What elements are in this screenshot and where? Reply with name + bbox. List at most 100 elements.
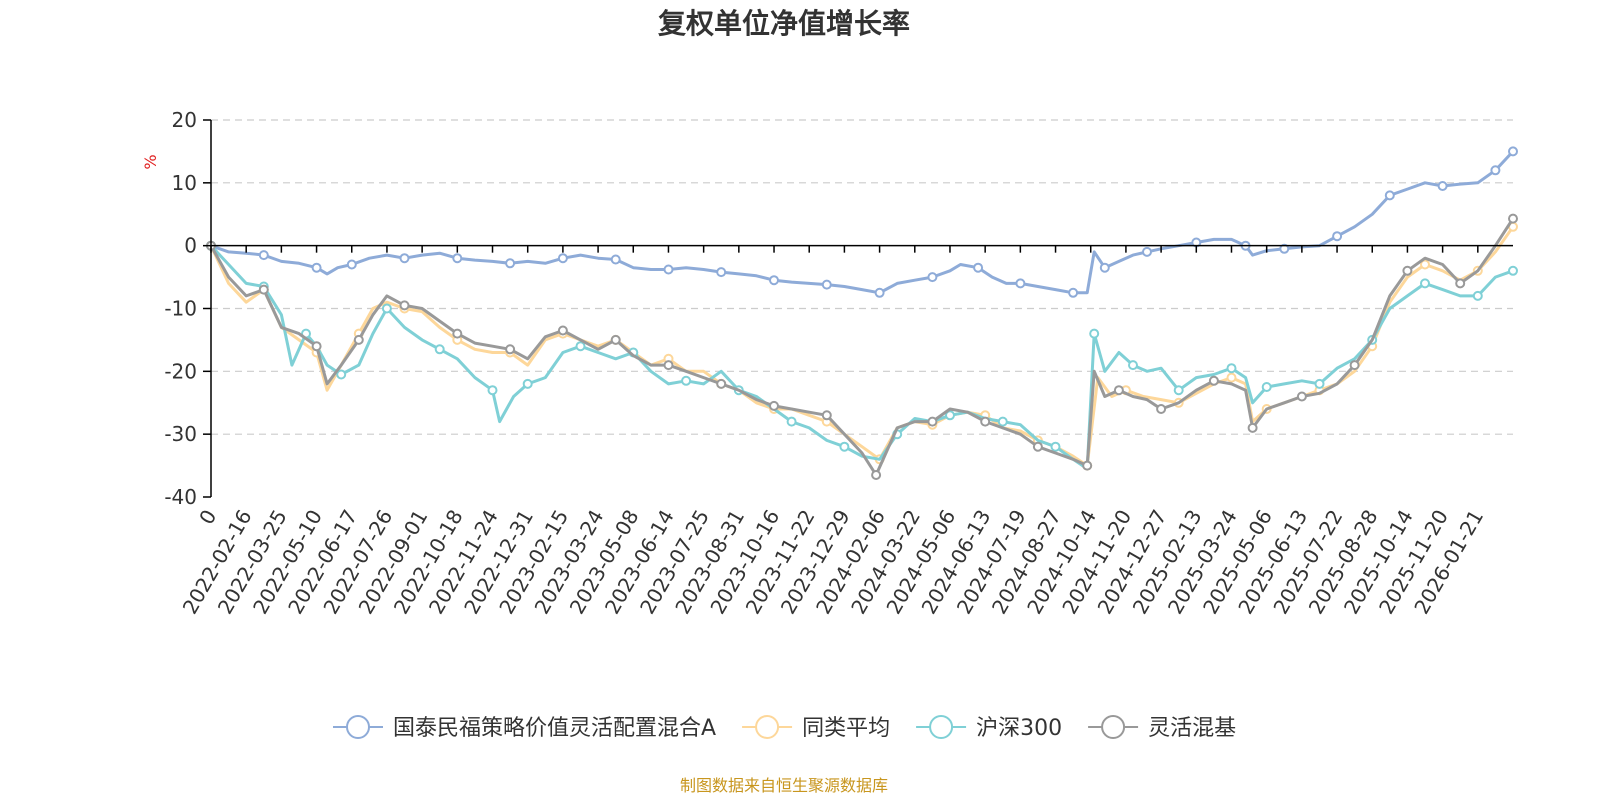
series-marker-3 — [769, 400, 779, 411]
series-marker-3 — [1296, 391, 1307, 402]
series-marker-2 — [681, 375, 692, 386]
series-marker-2 — [1173, 385, 1184, 396]
series-marker-3 — [452, 328, 463, 339]
legend-marker — [929, 715, 954, 739]
series-marker-3 — [557, 325, 568, 336]
series-marker-3 — [610, 334, 621, 345]
series-marker-0 — [452, 253, 463, 264]
series-marker-2 — [1226, 363, 1237, 374]
series-marker-3 — [980, 416, 991, 427]
legend-item-1[interactable]: 同类平均 — [742, 715, 890, 741]
legend-item-2[interactable]: 沪深300 — [916, 715, 1062, 741]
series-marker-3 — [399, 300, 410, 311]
series-marker-0 — [927, 272, 938, 283]
series-layer — [206, 146, 1518, 480]
x-tick-label: 0 — [194, 506, 221, 529]
series-marker-0 — [1384, 190, 1395, 201]
y-tick-label: 0 — [184, 234, 197, 258]
series-marker-2 — [945, 410, 955, 421]
legend-item-0[interactable]: 国泰民福策略价值灵活配置混合A — [333, 715, 716, 741]
y-tick-label: -40 — [164, 485, 197, 509]
series-marker-0 — [346, 259, 357, 270]
series-marker-2 — [786, 416, 797, 427]
series-marker-2 — [381, 303, 392, 314]
series-marker-2 — [434, 344, 445, 355]
y-tick-labels: 20 10 0 -10 -20 -30 -40 — [164, 108, 211, 509]
series-marker-0 — [716, 267, 727, 278]
y-tick-label: 10 — [172, 171, 197, 195]
series-marker-0 — [1068, 287, 1079, 298]
series-marker-1 — [1420, 259, 1430, 270]
series-marker-2 — [839, 441, 850, 452]
legend-label: 沪深300 — [976, 716, 1062, 741]
legend-label: 灵活混基 — [1148, 716, 1236, 741]
y-tick-label: 20 — [172, 108, 197, 132]
legend-marker — [346, 715, 370, 739]
series-marker-2 — [1472, 290, 1483, 301]
series-marker-2 — [1089, 328, 1100, 339]
chart-title: 复权单位净值增长率 — [658, 7, 910, 40]
series-marker-3 — [716, 378, 727, 389]
series-marker-3 — [871, 470, 882, 480]
series-marker-3 — [1247, 422, 1258, 433]
x-tick-labels: 02022-02-162022-03-252022-05-102022-06-1… — [178, 245, 1488, 618]
legend-marker — [1101, 715, 1126, 739]
series-marker-0 — [505, 258, 516, 269]
series-marker-0 — [769, 275, 779, 286]
series-marker-3 — [1349, 360, 1360, 371]
series-marker-2 — [1508, 265, 1518, 276]
series-marker-3 — [1113, 385, 1124, 396]
series-marker-1 — [1226, 372, 1237, 383]
series-marker-2 — [487, 385, 498, 396]
y-axis-unit: % — [141, 154, 160, 169]
series-marker-2 — [1050, 441, 1061, 452]
series-marker-0 — [610, 254, 621, 265]
series-marker-3 — [1455, 278, 1466, 289]
y-tick-label: -10 — [164, 297, 197, 321]
series-marker-0 — [973, 262, 984, 273]
series-marker-0 — [663, 264, 674, 275]
series-marker-2 — [1314, 378, 1325, 389]
series-marker-0 — [399, 253, 410, 264]
series-marker-3 — [821, 410, 832, 421]
grid-lines — [211, 119, 1513, 435]
y-tick-label: -20 — [164, 359, 197, 383]
series-marker-3 — [505, 344, 516, 355]
series-marker-3 — [353, 334, 364, 345]
series-marker-3 — [1208, 375, 1219, 386]
series-marker-3 — [663, 360, 674, 371]
series-marker-3 — [1402, 265, 1413, 276]
series-marker-3 — [258, 284, 269, 295]
series-marker-0 — [1332, 231, 1343, 242]
series-marker-2 — [1261, 382, 1272, 392]
y-tick-label: -30 — [164, 422, 197, 446]
series-marker-3 — [1156, 404, 1167, 414]
series-marker-0 — [1490, 165, 1501, 176]
series-marker-0 — [821, 279, 832, 290]
series-marker-3 — [1082, 460, 1093, 471]
series-marker-2 — [1128, 360, 1138, 371]
series-line-0 — [210, 150, 1515, 295]
series-marker-2 — [336, 369, 347, 380]
legend-label: 国泰民福策略价值灵活配置混合A — [393, 716, 716, 741]
series-marker-0 — [1099, 262, 1110, 273]
legend-item-3[interactable]: 灵活混基 — [1088, 715, 1236, 741]
source-note: 制图数据来自恒生聚源数据库 — [680, 776, 888, 795]
legend-label: 同类平均 — [802, 716, 890, 741]
series-marker-3 — [927, 416, 938, 427]
series-marker-0 — [311, 262, 322, 273]
series-marker-3 — [1508, 213, 1518, 224]
series-line-2 — [209, 244, 1514, 471]
series-marker-0 — [1015, 278, 1026, 289]
series-marker-2 — [575, 341, 586, 352]
series-marker-0 — [258, 250, 269, 261]
series-marker-0 — [557, 253, 568, 264]
series-marker-0 — [1437, 181, 1448, 191]
series-marker-3 — [1032, 441, 1043, 452]
legend-marker — [755, 715, 780, 739]
series-marker-2 — [1420, 278, 1430, 289]
series-marker-2 — [997, 416, 1008, 427]
series-marker-2 — [522, 378, 533, 389]
series-marker-0 — [1279, 243, 1290, 254]
series-marker-3 — [311, 341, 322, 352]
